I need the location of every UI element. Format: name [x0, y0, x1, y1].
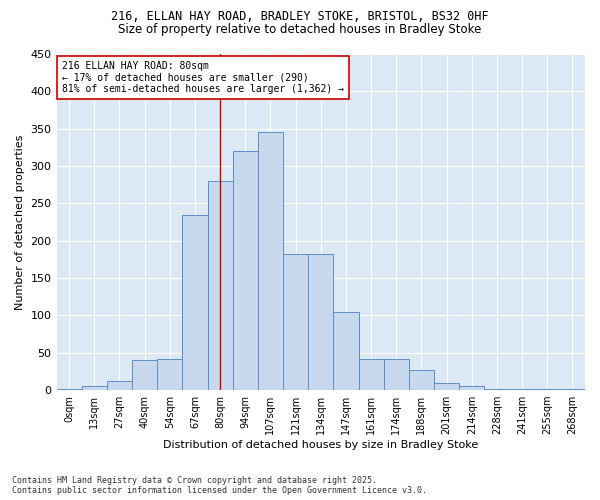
Bar — [233, 151, 258, 390]
Text: Size of property relative to detached houses in Bradley Stoke: Size of property relative to detached ho… — [118, 22, 482, 36]
Text: Contains HM Land Registry data © Crown copyright and database right 2025.
Contai: Contains HM Land Registry data © Crown c… — [12, 476, 427, 495]
Text: 216, ELLAN HAY ROAD, BRADLEY STOKE, BRISTOL, BS32 0HF: 216, ELLAN HAY ROAD, BRADLEY STOKE, BRIS… — [111, 10, 489, 23]
Bar — [409, 370, 434, 390]
Bar — [459, 386, 484, 390]
X-axis label: Distribution of detached houses by size in Bradley Stoke: Distribution of detached houses by size … — [163, 440, 478, 450]
Bar — [434, 382, 459, 390]
Bar — [182, 214, 208, 390]
Bar — [157, 358, 182, 390]
Bar — [82, 386, 107, 390]
Bar — [383, 358, 409, 390]
Text: 216 ELLAN HAY ROAD: 80sqm
← 17% of detached houses are smaller (290)
81% of semi: 216 ELLAN HAY ROAD: 80sqm ← 17% of detac… — [62, 60, 344, 94]
Bar — [132, 360, 157, 390]
Bar — [334, 312, 359, 390]
Bar — [258, 132, 283, 390]
Y-axis label: Number of detached properties: Number of detached properties — [15, 134, 25, 310]
Bar — [107, 381, 132, 390]
Bar — [308, 254, 334, 390]
Bar — [56, 388, 82, 390]
Bar — [484, 388, 509, 390]
Bar — [283, 254, 308, 390]
Bar — [208, 181, 233, 390]
Bar — [359, 358, 383, 390]
